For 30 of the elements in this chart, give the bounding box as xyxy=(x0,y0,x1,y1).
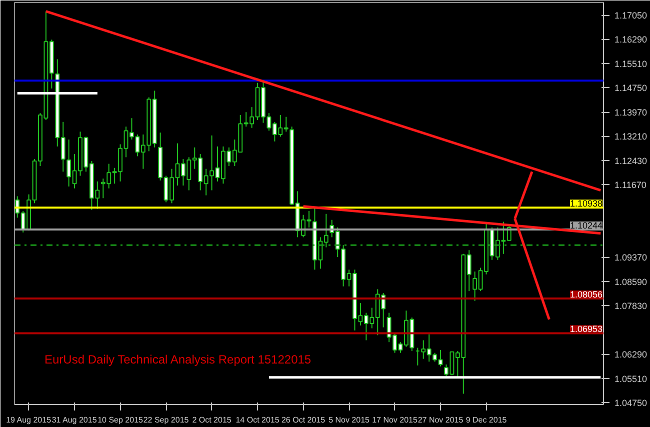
y-tick-label: 1.13970 xyxy=(614,108,648,118)
y-tick-label: 1.05510 xyxy=(614,374,648,384)
y-tick-label: 1.07830 xyxy=(614,301,648,312)
x-tick-label: 19 Aug 2015 xyxy=(6,416,52,424)
x-tick-label: 26 Oct 2015 xyxy=(281,416,326,424)
x-tick-label: 10 Sep 2015 xyxy=(98,416,144,424)
y-tick-label: 1.09370 xyxy=(614,252,648,263)
x-tick-label: 2 Oct 2015 xyxy=(192,416,232,424)
y-tick-label: 1.06290 xyxy=(614,350,648,360)
y-tick-label: 1.13210 xyxy=(614,132,648,142)
ref-line-label: 1.10938 xyxy=(570,198,603,209)
y-tick-label: 1.11670 xyxy=(614,180,646,190)
ref-line-label: 1.08056 xyxy=(570,289,603,300)
x-tick-label: 22 Sep 2015 xyxy=(143,416,190,424)
x-tick-label: 27 Nov 2015 xyxy=(418,416,464,424)
annotation: EurUsd Daily Technical Analysis Report 15122015 xyxy=(44,352,312,366)
y-tick-label: 1.16290 xyxy=(614,34,648,45)
y-tick-label: 1.04750 xyxy=(614,398,648,408)
x-tick-label: 5 Nov 2015 xyxy=(328,416,370,424)
ref-line-label: 1.06953 xyxy=(570,324,603,334)
x-tick-label: 9 Dec 2015 xyxy=(466,416,508,424)
y-tick-label: 1.08590 xyxy=(614,277,648,288)
y-tick-label: 1.14750 xyxy=(614,83,648,94)
y-tick-label: 1.12430 xyxy=(614,156,648,166)
x-tick-label: 14 Oct 2015 xyxy=(236,416,280,424)
ref-line-label: 1.10244 xyxy=(570,220,603,231)
x-tick-label: 31 Aug 2015 xyxy=(52,416,98,424)
y-tick-label: 1.15510 xyxy=(614,59,648,70)
y-tick-label: 1.17050 xyxy=(614,10,648,21)
x-tick-label: 17 Nov 2015 xyxy=(372,416,418,424)
